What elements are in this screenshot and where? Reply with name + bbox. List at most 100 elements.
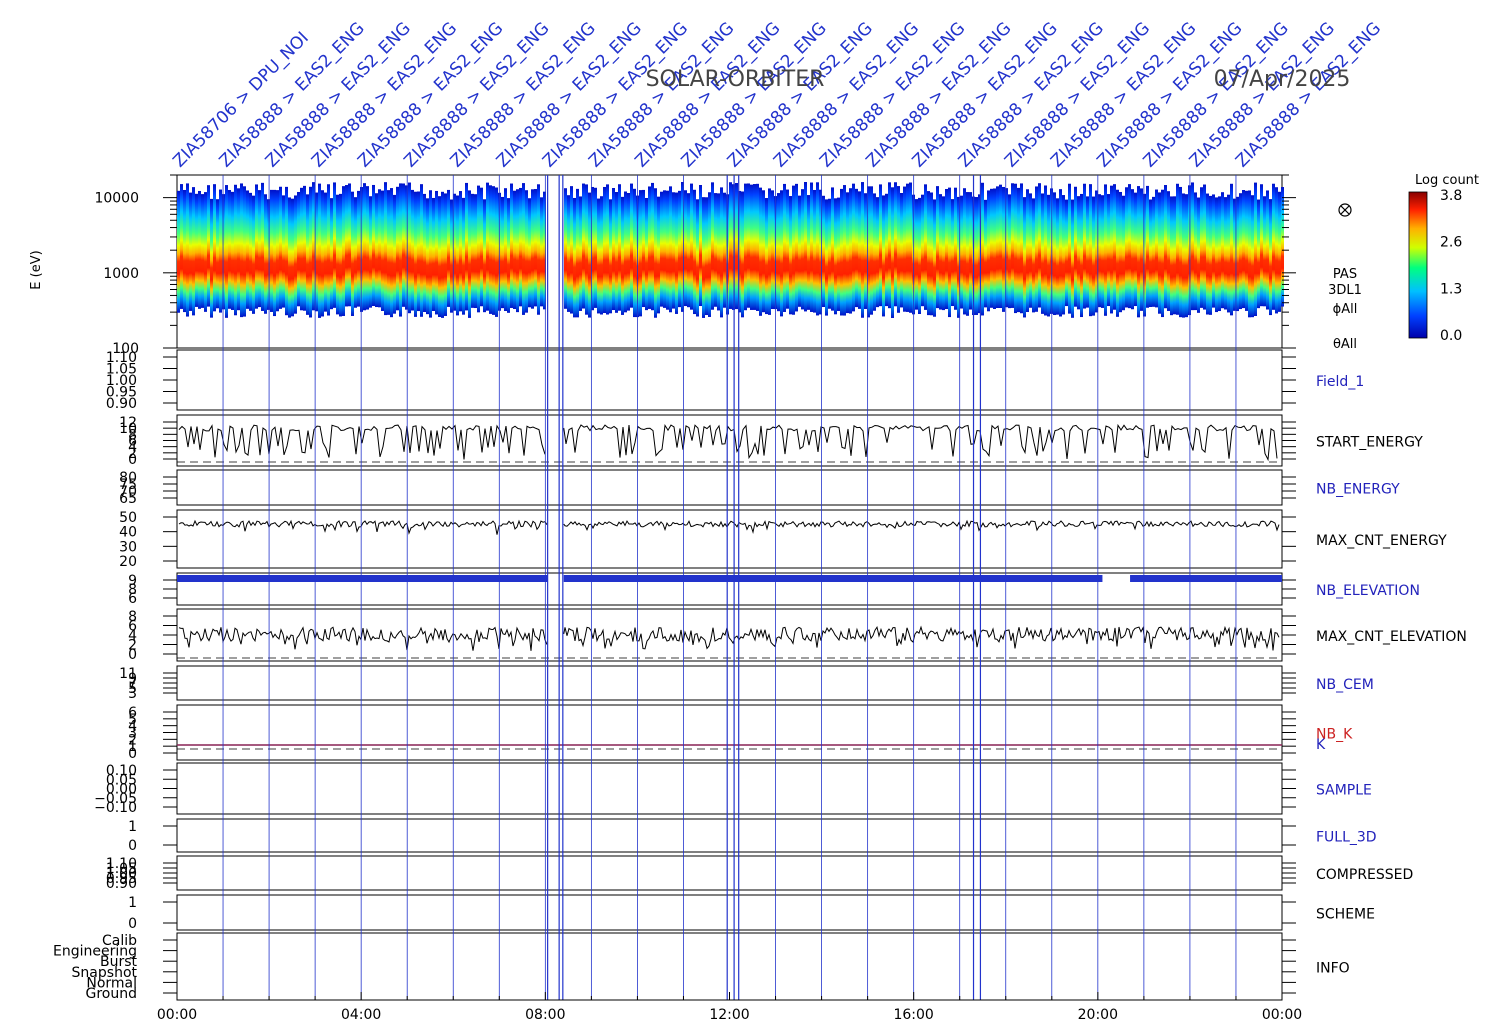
spectrogram-column (849, 188, 852, 314)
spectrogram-column (579, 196, 582, 311)
spectrogram-column (516, 189, 519, 313)
spectrogram-column (837, 197, 840, 311)
spectrogram-column (753, 184, 756, 310)
spectrogram-column (1092, 196, 1095, 316)
spectrogram-column (231, 191, 234, 310)
spectrogram-column (975, 197, 978, 315)
spectrogram-column (1113, 184, 1116, 310)
panel-tick-label: 1.05 (106, 362, 137, 378)
spectrogram-column (1122, 195, 1125, 311)
spectrogram-column (735, 183, 738, 310)
spectrogram-column (258, 190, 261, 308)
spectrogram-column (1182, 193, 1185, 318)
spectrogram-column (1098, 194, 1101, 308)
spectrogram-column (642, 189, 645, 308)
spectrogram-column (678, 190, 681, 308)
spectrogram-column (693, 189, 696, 315)
panel-tick-label: 0 (128, 452, 137, 468)
spectrogram-column (324, 192, 327, 312)
panel-full-3d: 1 0 FULL_3D (128, 818, 1377, 854)
spectrogram-column (450, 199, 453, 313)
spectrogram-column (933, 199, 936, 317)
panel-tick-label: 0.95 (106, 385, 137, 401)
spectrogram-column (1269, 199, 1272, 316)
max-cnt-energy-trace (178, 519, 1280, 535)
panel-tick-label: 2 (128, 638, 137, 654)
spectrogram-column (240, 183, 243, 318)
spectrogram-column (1095, 190, 1098, 313)
time-tick-label: 04:00 (341, 1007, 381, 1020)
spectrogram-column (573, 197, 576, 318)
spectrogram-column (351, 191, 354, 316)
time-tick-label: 00:00 (1262, 1007, 1302, 1020)
spectrogram-column (657, 196, 660, 314)
spectrogram-column (969, 192, 972, 310)
spectrogram-column (759, 187, 762, 316)
spectrogram-column (606, 184, 609, 315)
spectrogram-column (1026, 189, 1029, 313)
chart-title: SOLAR-ORBITER (646, 67, 825, 92)
panel-tick-label: 0 (128, 916, 137, 932)
spectrogram-column (285, 186, 288, 316)
spectrogram-column (198, 190, 201, 309)
spectrogram-column (744, 183, 747, 311)
spectrogram-column (519, 187, 522, 307)
spectrogram-column (741, 191, 744, 318)
spectrogram-column (1035, 186, 1038, 312)
spectrogram-column (756, 183, 759, 311)
panel-tick-label: 12 (119, 415, 137, 431)
panel-label: COMPRESSED (1316, 867, 1413, 883)
panel-tick-label: 4 (128, 628, 137, 644)
spectrogram-column (195, 193, 198, 307)
panel-tick-label: 0.90 (106, 876, 137, 892)
spectrogram-column (471, 193, 474, 308)
panel-tick-label: 11 (119, 666, 137, 682)
panel-tick-label: 1 (128, 895, 137, 911)
spectrogram-column (1038, 183, 1041, 308)
panel-tick-label: 50 (119, 510, 137, 526)
panel-frame (176, 349, 1283, 411)
spectrogram-column (1191, 182, 1194, 311)
spectrogram-column (939, 194, 942, 310)
spectrogram-column (963, 188, 966, 315)
spectrogram-column (438, 196, 441, 317)
spectrogram-column (1206, 193, 1209, 315)
panel-frame (176, 855, 1283, 891)
spectrogram-column (894, 182, 897, 307)
spectrogram-column (1020, 183, 1023, 314)
spectrogram-column (1101, 195, 1104, 308)
spectrogram-column (831, 187, 834, 311)
spectrogram-column (720, 187, 723, 318)
spectrogram-column (1017, 187, 1020, 313)
spectrogram-column (564, 188, 567, 309)
panel-label: NB_K (1316, 727, 1353, 743)
spectrogram-column (1077, 196, 1080, 310)
panel-tick-label: Calib (102, 933, 137, 949)
spectrogram-column (957, 196, 960, 318)
spectrogram-column (180, 184, 183, 309)
spectrogram-column (1047, 194, 1050, 317)
spectrogram-column (852, 183, 855, 312)
panel-scheme: 1 0 SCHEME (128, 894, 1375, 932)
spectrogram-column (1185, 194, 1188, 318)
spectrogram-column (333, 182, 336, 308)
spectrogram-column (951, 199, 954, 307)
spectrogram-column (201, 194, 204, 308)
spectrogram-column (687, 193, 690, 308)
spectrogram-side-labels: PAS 3DL1 ϕAll θAll (1328, 203, 1362, 352)
spectrogram-column (279, 186, 282, 309)
spectrogram-column (453, 193, 456, 311)
spectrogram-column (465, 182, 468, 311)
instrument-label: PAS (1333, 267, 1357, 282)
spectrogram-column (492, 186, 495, 315)
spectrogram-column (207, 185, 210, 307)
spectrogram-column (420, 184, 423, 317)
spectrogram-column (1212, 194, 1215, 308)
spectrogram-column (336, 194, 339, 315)
spectrogram-column (486, 182, 489, 311)
panel-frame (176, 704, 1283, 761)
spectrogram-column (1056, 198, 1059, 315)
spectrogram-column (1044, 185, 1047, 316)
spectrogram-column (1134, 192, 1137, 307)
spectrogram-column (879, 184, 882, 307)
